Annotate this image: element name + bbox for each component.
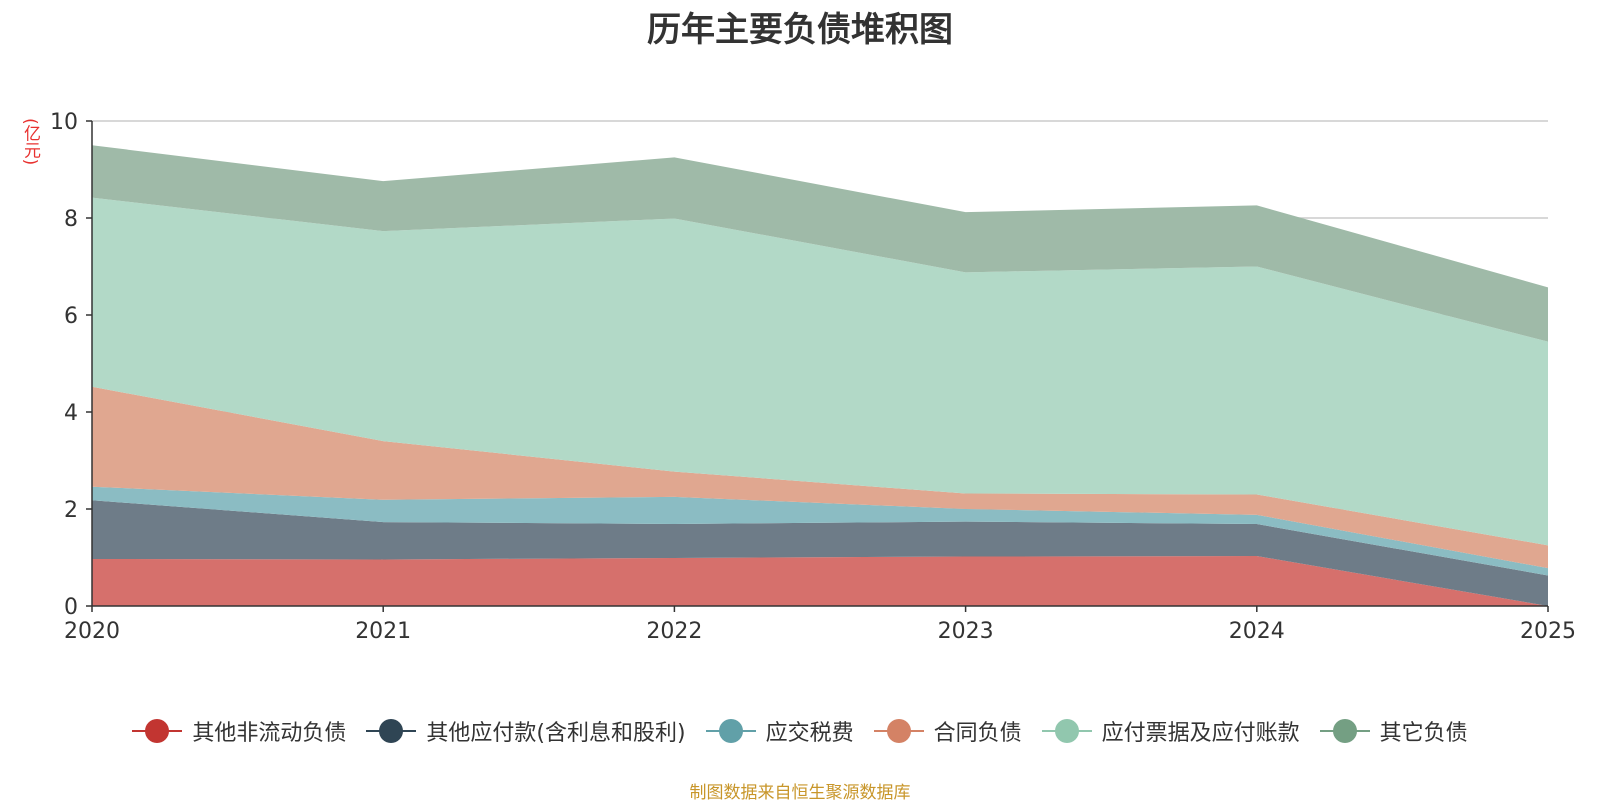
legend-marker-icon xyxy=(132,718,183,744)
area-series-3 xyxy=(92,486,1548,576)
legend-label: 其他非流动负债 xyxy=(192,721,347,746)
legend-marker-icon xyxy=(873,718,924,744)
legend-label: 其它负债 xyxy=(1379,721,1468,746)
source-note: 制图数据来自恒生聚源数据库 xyxy=(689,783,911,803)
legend-marker-icon xyxy=(366,718,417,744)
area-series-2 xyxy=(92,500,1548,606)
x-tick-label: 2023 xyxy=(938,619,994,644)
x-tick-label: 2024 xyxy=(1229,619,1285,644)
area-series-6 xyxy=(92,145,1548,342)
legend-label: 应付票据及应付账款 xyxy=(1101,721,1300,746)
y-tick-label: 2 xyxy=(64,498,78,523)
x-tick-label: 2021 xyxy=(355,619,411,644)
axes: 0 2 4 6 8 10 2020 2021 2022 2023 2024 2025 xyxy=(50,110,1576,644)
legend: 其他非流动负债 其他应付款(含利息和股利) 应交税费 合同负债 应付票据及应付账款 其它负… xyxy=(0,715,1600,747)
legend-marker-icon xyxy=(1041,718,1092,744)
legend-marker-icon xyxy=(1319,718,1370,744)
y-tick-label: 8 xyxy=(64,207,78,232)
y-tick-label: 4 xyxy=(64,401,78,426)
y-tick-label: 10 xyxy=(50,110,78,135)
legend-item-5[interactable]: 应付票据及应付账款 xyxy=(1041,715,1300,747)
legend-item-3[interactable]: 应交税费 xyxy=(705,715,854,747)
y-axis-unit-label: (亿元) xyxy=(20,118,40,166)
legend-item-1[interactable]: 其他非流动负债 xyxy=(132,715,346,747)
legend-marker-icon xyxy=(705,718,756,744)
legend-item-2[interactable]: 其他应付款(含利息和股利) xyxy=(366,715,686,747)
y-tick-label: 6 xyxy=(64,304,78,329)
area-series-4 xyxy=(92,386,1548,569)
legend-item-6[interactable]: 其它负债 xyxy=(1319,715,1468,747)
area-series-5 xyxy=(92,197,1548,546)
x-tick-label: 2025 xyxy=(1520,619,1576,644)
legend-label: 其他应付款(含利息和股利) xyxy=(426,721,686,746)
x-tick-label: 2020 xyxy=(64,619,120,644)
legend-label: 应交税费 xyxy=(765,721,854,746)
y-tick-label: 0 xyxy=(64,595,78,620)
x-tick-label: 2022 xyxy=(646,619,702,644)
area-series-1 xyxy=(92,556,1548,606)
legend-item-4[interactable]: 合同负债 xyxy=(873,715,1022,747)
stacked-areas xyxy=(92,145,1548,606)
legend-label: 合同负债 xyxy=(933,721,1022,746)
chart-title: 历年主要负债堆积图 xyxy=(647,10,953,50)
